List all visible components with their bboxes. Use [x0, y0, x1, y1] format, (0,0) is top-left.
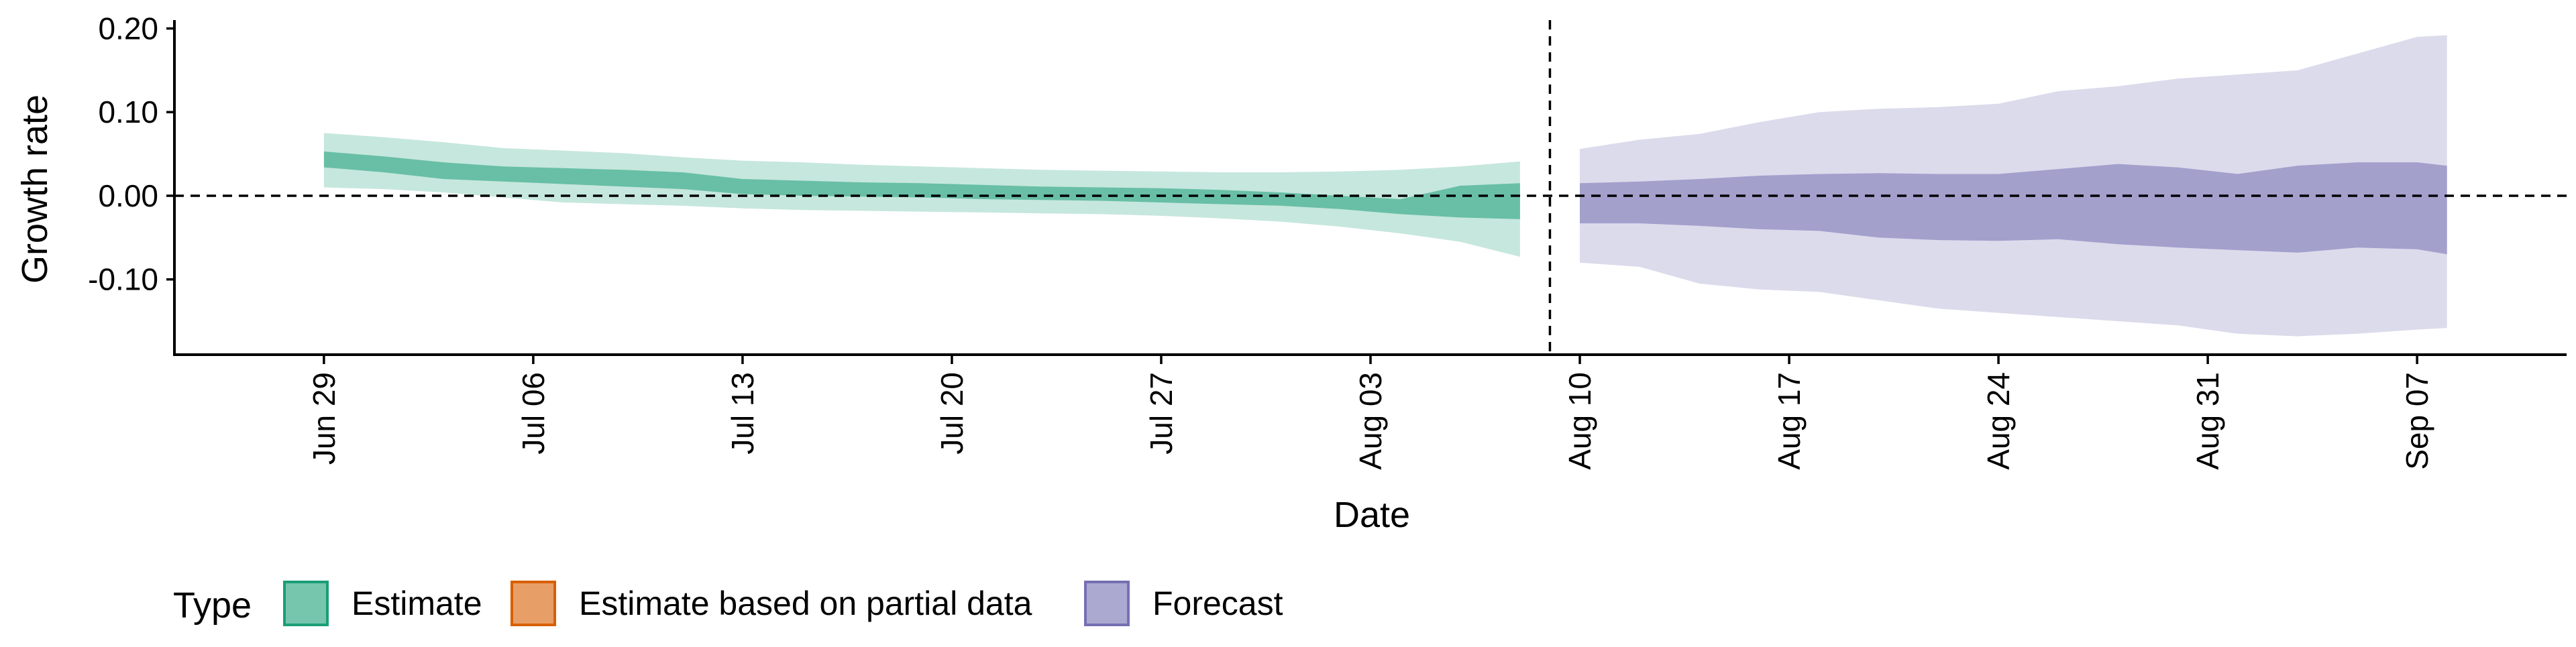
y-tick-label: 0.00	[98, 178, 158, 213]
legend-items: Estimate Estimate based on partial data Fo…	[283, 581, 1283, 626]
x-tick-label: Jul 20	[934, 372, 969, 455]
legend-label-estimate: Estimate	[352, 585, 482, 622]
estimate-50-band	[323, 151, 1520, 219]
x-tick-label: Aug 31	[2190, 372, 2225, 470]
y-tick-label: -0.10	[88, 262, 158, 297]
x-tick-label: Jul 06	[516, 372, 551, 455]
y-tick-label: 0.20	[98, 11, 158, 46]
legend-swatch-forecast	[1084, 581, 1130, 626]
x-tick-label: Sep 07	[2400, 372, 2434, 470]
forecast-50-band	[1580, 162, 2447, 255]
legend-swatch-estimate	[283, 581, 329, 626]
x-tick-label: Aug 17	[1772, 372, 1807, 470]
reference-lines	[174, 20, 2567, 355]
x-tick-label: Aug 10	[1562, 372, 1597, 470]
y-ticks: 0.20 0.10 0.00 -0.10	[88, 11, 174, 297]
legend: Type Estimate Estimate based on partial d…	[173, 581, 1283, 626]
x-ticks: Jun 29 Jul 06 Jul 13 Jul 20 Jul 27 Aug 03 Aug …	[307, 355, 2434, 470]
series-bands	[323, 35, 2447, 337]
y-tick-label: 0.10	[98, 95, 158, 129]
x-axis-title: Date	[1334, 495, 1410, 535]
x-tick-label: Jun 29	[307, 372, 341, 465]
legend-swatch-estimate-based-on-partial-data	[511, 581, 556, 626]
x-tick-label: Jul 27	[1144, 372, 1179, 455]
x-tick-label: Aug 24	[1981, 372, 2016, 470]
y-axis-title: Growth rate	[15, 95, 55, 284]
x-tick-label: Jul 13	[725, 372, 760, 455]
x-tick-label: Aug 03	[1353, 372, 1388, 470]
legend-label-forecast: Forecast	[1152, 585, 1283, 622]
legend-title: Type	[173, 585, 252, 626]
legend-label-estimate-based-on-partial-data: Estimate based on partial data	[579, 585, 1032, 622]
